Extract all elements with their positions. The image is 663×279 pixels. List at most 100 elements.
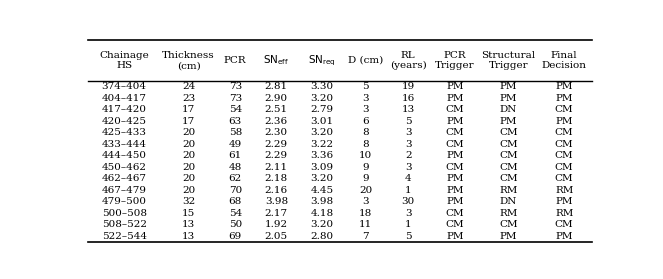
Text: 3: 3 bbox=[362, 93, 369, 102]
Text: CM: CM bbox=[446, 140, 464, 148]
Text: 467–479: 467–479 bbox=[101, 186, 147, 194]
Text: 2.18: 2.18 bbox=[265, 174, 288, 183]
Text: RM: RM bbox=[499, 209, 518, 218]
Text: PM: PM bbox=[446, 174, 463, 183]
Text: 404–417: 404–417 bbox=[101, 93, 147, 102]
Text: CM: CM bbox=[446, 105, 464, 114]
Text: 4: 4 bbox=[405, 174, 412, 183]
Text: 8: 8 bbox=[362, 140, 369, 148]
Text: 63: 63 bbox=[229, 117, 242, 126]
Text: CM: CM bbox=[446, 209, 464, 218]
Text: 16: 16 bbox=[402, 93, 415, 102]
Text: CM: CM bbox=[446, 163, 464, 172]
Text: PM: PM bbox=[556, 82, 573, 91]
Text: 32: 32 bbox=[182, 197, 195, 206]
Text: 20: 20 bbox=[182, 186, 195, 194]
Text: 433–444: 433–444 bbox=[101, 140, 147, 148]
Text: 20: 20 bbox=[359, 186, 372, 194]
Text: 15: 15 bbox=[182, 209, 195, 218]
Text: 3.30: 3.30 bbox=[310, 82, 333, 91]
Text: CM: CM bbox=[555, 174, 573, 183]
Text: CM: CM bbox=[499, 163, 518, 172]
Text: 1.92: 1.92 bbox=[265, 220, 288, 229]
Text: 20: 20 bbox=[182, 163, 195, 172]
Text: 2.51: 2.51 bbox=[265, 105, 288, 114]
Text: 48: 48 bbox=[229, 163, 242, 172]
Text: CM: CM bbox=[499, 220, 518, 229]
Text: 2.36: 2.36 bbox=[265, 117, 288, 126]
Text: 450–462: 450–462 bbox=[101, 163, 147, 172]
Text: 462–467: 462–467 bbox=[101, 174, 147, 183]
Text: 58: 58 bbox=[229, 128, 242, 137]
Text: 1: 1 bbox=[405, 186, 412, 194]
Text: 49: 49 bbox=[229, 140, 242, 148]
Text: PM: PM bbox=[500, 232, 517, 240]
Text: 23: 23 bbox=[182, 93, 195, 102]
Text: 2.79: 2.79 bbox=[310, 105, 333, 114]
Text: 2.30: 2.30 bbox=[265, 128, 288, 137]
Text: CM: CM bbox=[499, 174, 518, 183]
Text: 444–450: 444–450 bbox=[101, 151, 147, 160]
Text: PCR
Trigger: PCR Trigger bbox=[435, 50, 475, 70]
Text: 2.81: 2.81 bbox=[265, 82, 288, 91]
Text: 374–404: 374–404 bbox=[101, 82, 147, 91]
Text: CM: CM bbox=[555, 163, 573, 172]
Text: 13: 13 bbox=[402, 105, 415, 114]
Text: CM: CM bbox=[499, 128, 518, 137]
Text: CM: CM bbox=[555, 105, 573, 114]
Text: Thickness
(cm): Thickness (cm) bbox=[162, 50, 215, 70]
Text: 19: 19 bbox=[402, 82, 415, 91]
Text: 10: 10 bbox=[359, 151, 372, 160]
Text: 4.18: 4.18 bbox=[310, 209, 333, 218]
Text: 17: 17 bbox=[182, 117, 195, 126]
Text: 20: 20 bbox=[182, 151, 195, 160]
Text: RM: RM bbox=[555, 186, 573, 194]
Text: PM: PM bbox=[446, 186, 463, 194]
Text: $\mathrm{SN}_{\mathrm{req}}$: $\mathrm{SN}_{\mathrm{req}}$ bbox=[308, 53, 335, 68]
Text: RL
(years): RL (years) bbox=[390, 50, 426, 70]
Text: CM: CM bbox=[555, 128, 573, 137]
Text: 3.20: 3.20 bbox=[310, 128, 333, 137]
Text: 3: 3 bbox=[362, 197, 369, 206]
Text: 479–500: 479–500 bbox=[101, 197, 147, 206]
Text: PM: PM bbox=[446, 197, 463, 206]
Text: PM: PM bbox=[446, 117, 463, 126]
Text: 17: 17 bbox=[182, 105, 195, 114]
Text: PM: PM bbox=[500, 117, 517, 126]
Text: PM: PM bbox=[556, 197, 573, 206]
Text: 54: 54 bbox=[229, 105, 242, 114]
Text: 1: 1 bbox=[405, 220, 412, 229]
Text: 3.20: 3.20 bbox=[310, 93, 333, 102]
Text: 13: 13 bbox=[182, 220, 195, 229]
Text: 420–425: 420–425 bbox=[101, 117, 147, 126]
Text: PM: PM bbox=[500, 93, 517, 102]
Text: 3.98: 3.98 bbox=[310, 197, 333, 206]
Text: $\mathrm{SN}_{\mathrm{eff}}$: $\mathrm{SN}_{\mathrm{eff}}$ bbox=[263, 54, 290, 67]
Text: 3.20: 3.20 bbox=[310, 174, 333, 183]
Text: 417–420: 417–420 bbox=[101, 105, 147, 114]
Text: CM: CM bbox=[555, 140, 573, 148]
Text: 62: 62 bbox=[229, 174, 242, 183]
Text: 24: 24 bbox=[182, 82, 195, 91]
Text: 30: 30 bbox=[402, 197, 415, 206]
Text: 2.29: 2.29 bbox=[265, 151, 288, 160]
Text: PM: PM bbox=[500, 82, 517, 91]
Text: 70: 70 bbox=[229, 186, 242, 194]
Text: 508–522: 508–522 bbox=[101, 220, 147, 229]
Text: 3.98: 3.98 bbox=[265, 197, 288, 206]
Text: Final
Decision: Final Decision bbox=[542, 50, 587, 70]
Text: 500–508: 500–508 bbox=[101, 209, 147, 218]
Text: 3.36: 3.36 bbox=[310, 151, 333, 160]
Text: RM: RM bbox=[555, 209, 573, 218]
Text: 69: 69 bbox=[229, 232, 242, 240]
Text: CM: CM bbox=[555, 151, 573, 160]
Text: 2.05: 2.05 bbox=[265, 232, 288, 240]
Text: 3: 3 bbox=[405, 140, 412, 148]
Text: 73: 73 bbox=[229, 82, 242, 91]
Text: D (cm): D (cm) bbox=[348, 56, 383, 65]
Text: 20: 20 bbox=[182, 140, 195, 148]
Text: 9: 9 bbox=[362, 174, 369, 183]
Text: 54: 54 bbox=[229, 209, 242, 218]
Text: 20: 20 bbox=[182, 174, 195, 183]
Text: DN: DN bbox=[500, 197, 517, 206]
